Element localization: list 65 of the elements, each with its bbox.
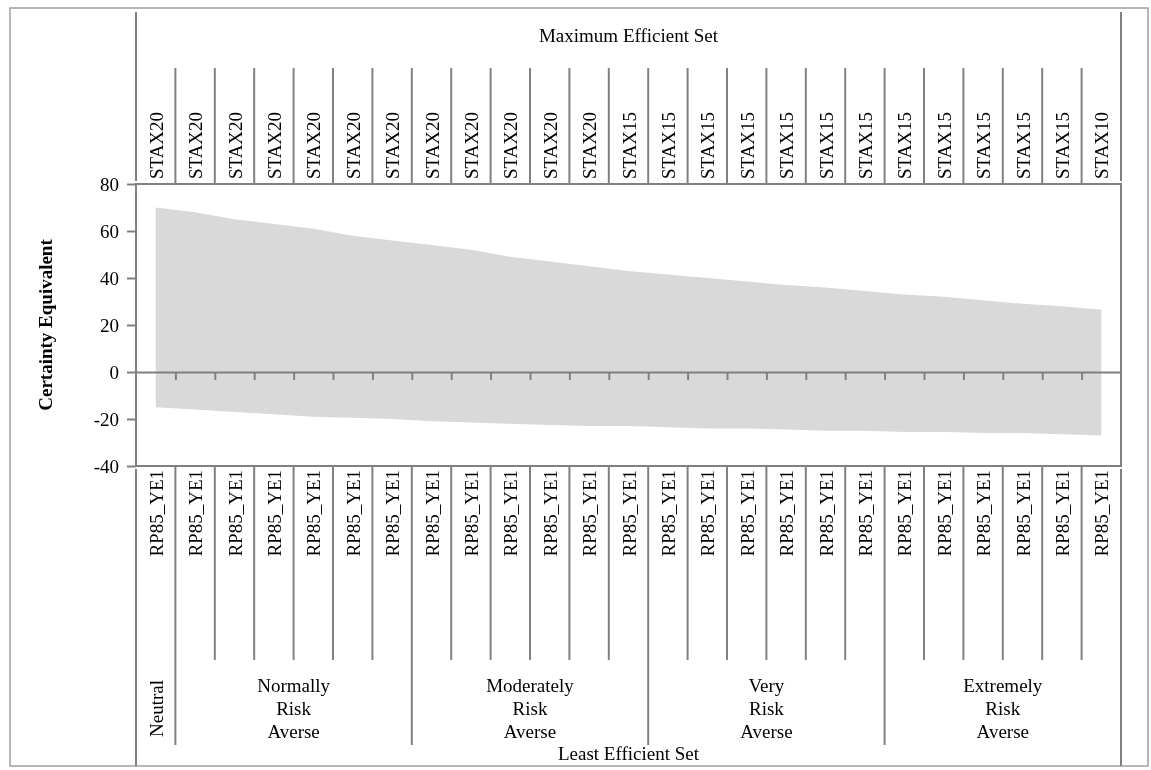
- x-tick-label: RP85_YE1: [1051, 470, 1073, 557]
- y-tick-label: 0: [109, 361, 119, 383]
- text: STAX20: [421, 111, 443, 179]
- x-tick-label: RP85_YE1: [185, 470, 207, 557]
- y-axis-title: Certainty Equivalent: [35, 238, 56, 411]
- x-tick-label: RP85_YE1: [145, 470, 167, 557]
- y-tick-label: 20: [100, 314, 119, 336]
- x-tick-label: RP85_YE1: [1091, 470, 1113, 557]
- text: STAX20: [460, 111, 482, 179]
- x-tick-label: RP85_YE1: [224, 470, 246, 557]
- x-tick-label: RP85_YE1: [421, 470, 443, 557]
- text: STAX15: [854, 111, 876, 179]
- x-tick-label: RP85_YE1: [736, 470, 758, 557]
- text: STAX15: [697, 111, 719, 179]
- text: STAX15: [894, 111, 916, 179]
- text: Very Risk Averse: [740, 675, 793, 742]
- y-tick-label: 40: [100, 267, 119, 289]
- x-tick-label: RP85_YE1: [973, 470, 995, 557]
- text: STAX15: [933, 111, 955, 179]
- x-tick-label: RP85_YE1: [815, 470, 837, 557]
- x-tick-label: RP85_YE1: [618, 470, 640, 557]
- text: STAX20: [303, 111, 325, 179]
- x-tick-label: RP85_YE1: [933, 470, 955, 557]
- y-tick-label: 60: [100, 220, 119, 242]
- x-tick-label: RP85_YE1: [894, 470, 916, 557]
- text: STAX15: [736, 111, 758, 179]
- text: STAX15: [815, 111, 837, 179]
- x-tick-label: RP85_YE1: [776, 470, 798, 557]
- text: STAX20: [145, 111, 167, 179]
- y-tick-label: -40: [93, 455, 119, 477]
- text: STAX15: [776, 111, 798, 179]
- text: Maximum Efficient Set: [538, 25, 719, 46]
- x-tick-label: RP85_YE1: [579, 470, 601, 557]
- text: STAX20: [185, 111, 207, 179]
- text: Normally Risk Averse: [257, 675, 331, 742]
- x-tick-label: RP85_YE1: [697, 470, 719, 557]
- text: Neutral: [145, 680, 167, 737]
- x-tick-label: RP85_YE1: [539, 470, 561, 557]
- text: STAX20: [342, 111, 364, 179]
- text: STAX20: [382, 111, 404, 179]
- y-tick-label: -20: [93, 408, 119, 430]
- text: STAX15: [1051, 111, 1073, 179]
- x-tick-label: RP85_YE1: [342, 470, 364, 557]
- text: STAX20: [539, 111, 561, 179]
- text: STAX20: [500, 111, 522, 179]
- text: STAX10: [1091, 111, 1113, 179]
- text: STAX20: [224, 111, 246, 179]
- x-tick-label: RP85_YE1: [460, 470, 482, 557]
- text: Extremely Risk Averse: [963, 675, 1043, 742]
- x-tick-label: RP85_YE1: [657, 470, 679, 557]
- x-tick-label: RP85_YE1: [854, 470, 876, 557]
- x-tick-label: RP85_YE1: [303, 470, 325, 557]
- text: STAX20: [263, 111, 285, 179]
- x-tick-label: RP85_YE1: [500, 470, 522, 557]
- text: STAX15: [618, 111, 640, 179]
- y-tick-label: 80: [100, 173, 119, 195]
- x-tick-label: RP85_YE1: [1012, 470, 1034, 557]
- x-tick-label: RP85_YE1: [382, 470, 404, 557]
- x-tick-label: RP85_YE1: [263, 470, 285, 557]
- text: Moderately Risk Averse: [486, 675, 575, 742]
- text: STAX15: [973, 111, 995, 179]
- text: Least Efficient Set: [557, 743, 700, 764]
- text: STAX20: [579, 111, 601, 179]
- text: STAX15: [1012, 111, 1034, 179]
- text: STAX15: [657, 111, 679, 179]
